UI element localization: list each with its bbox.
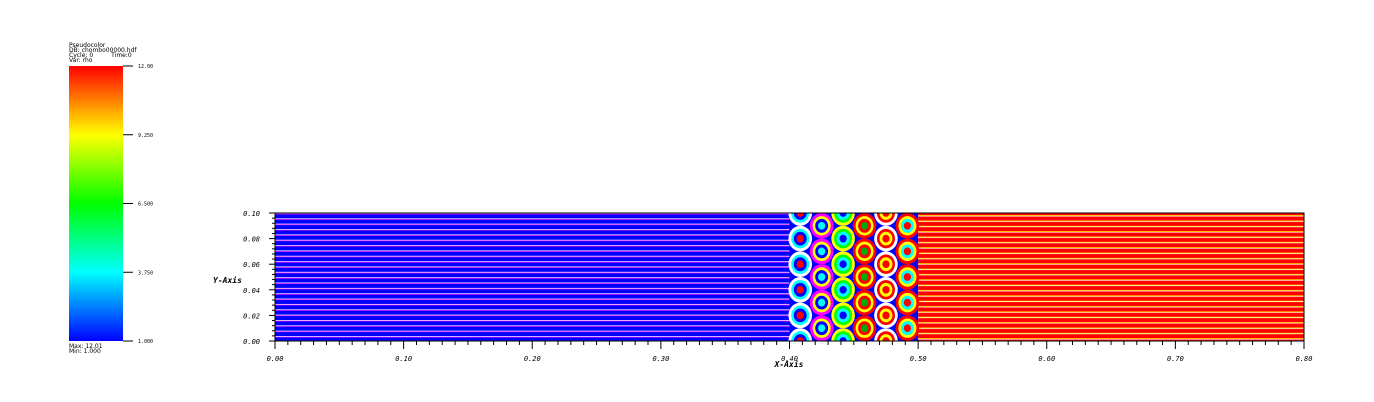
y-tick-label: 0.04 [243, 287, 260, 295]
x-tick-label: 0.00 [267, 355, 284, 363]
perturbation-blob-core [818, 221, 826, 230]
perturbation-blob-core [882, 311, 890, 320]
perturbation-blob-core [903, 324, 912, 333]
perturbation-blob-core [903, 221, 912, 230]
perturbation-blob-core [882, 260, 890, 269]
perturbation-blob-core [796, 337, 804, 341]
perturbation-blob-core [796, 311, 804, 320]
perturbation-blob-core [818, 298, 826, 307]
perturbation-blob-ring [856, 344, 874, 363]
perturbation-blob-core [860, 247, 869, 256]
legend-db-line: DB: chombo00000.hdf [69, 47, 137, 54]
colorbar-tick-label: 3.750 [138, 270, 153, 276]
perturbation-blob-core [796, 285, 804, 294]
x-tick-label: 0.10 [395, 355, 412, 363]
high-density-region [918, 213, 1304, 341]
x-tick-label: 0.70 [1167, 355, 1184, 363]
perturbation-blob-core [818, 324, 826, 333]
colorbar-ticks: 12.00 9.250 6.500 3.750 1.000 [123, 64, 153, 345]
perturbation-blob-core [839, 311, 847, 320]
low-density-region [275, 213, 790, 341]
legend-var-line: Var: rho [69, 57, 93, 64]
y-tick-label: 0.06 [243, 261, 260, 269]
perturbation-blob-core [818, 247, 826, 256]
perturbation-blob-core [882, 234, 890, 243]
perturbation-blob-core [839, 337, 847, 341]
legend-cycle-value: 0 [89, 52, 94, 59]
perturbation-region [788, 213, 920, 367]
legend-var-name: rho [82, 57, 93, 64]
perturbation-blob-core [860, 324, 869, 333]
x-axis-label: X-Axis [774, 359, 804, 369]
perturbation-blob-core [796, 234, 804, 243]
perturbation-blob-core [818, 350, 825, 358]
legend-plot-label: Pseudocolor [69, 42, 106, 49]
colorbar-tick-label: 6.500 [138, 202, 153, 208]
colorbar-tick-label: 9.250 [138, 133, 153, 139]
y-tick-label: 0.02 [243, 312, 260, 320]
x-tick-label: 0.40 [781, 355, 798, 363]
x-tick-label: 0.30 [652, 355, 669, 363]
perturbation-blob-core [860, 273, 869, 281]
perturbation-blob-core [882, 285, 890, 294]
y-axis-ticks: 0.00 0.02 0.04 0.06 0.08 0.10 [243, 210, 275, 346]
perturbation-blob-core [882, 213, 890, 217]
perturbation-blob-core [903, 298, 912, 307]
perturbation-blob-outer [853, 341, 877, 367]
perturbation-blob-core [839, 234, 847, 243]
perturbation-blob-core [839, 285, 847, 294]
perturbation-blob-core [860, 298, 869, 307]
y-tick-label: 0.00 [243, 338, 260, 346]
legend-max-value: 12.01 [85, 343, 103, 350]
y-axis-label: Y-Axis [213, 275, 242, 285]
legend-cycle-line: Cycle: 0 Time:0 [69, 52, 132, 59]
perturbation-blob-outer [810, 341, 834, 367]
perturbation-blob-core [839, 260, 847, 269]
perturbation-blob-core [839, 213, 847, 217]
x-tick-label: 0.50 [910, 355, 927, 363]
legend-db-file: chombo00000.hdf [81, 47, 137, 54]
x-axis-ticks: 0.00 0.10 0.20 0.30 0.40 0.50 0.60 0.70 0.80 [267, 341, 1313, 363]
y-tick-label: 0.08 [243, 236, 260, 244]
perturbation-blob-core [796, 213, 804, 217]
colorbar-tick-label: 12.00 [138, 64, 153, 70]
perturbation-blob-inner [815, 347, 828, 361]
colorbar [69, 66, 123, 341]
perturbation-blob-core [882, 337, 890, 341]
legend-min-value: 1.000 [83, 348, 101, 355]
plot-field [275, 213, 1304, 367]
x-tick-label: 0.20 [524, 355, 541, 363]
perturbation-blob-core [796, 260, 804, 269]
legend-min-line: Min: 1.000 [69, 348, 101, 355]
perturbation-blob-core [818, 273, 826, 281]
perturbation-blob-ring [813, 344, 831, 363]
x-tick-label: 0.80 [1296, 355, 1313, 363]
legend-max-line: Max: 12.01 [69, 343, 103, 350]
x-tick-label: 0.60 [1038, 355, 1055, 363]
y-tick-label: 0.10 [243, 210, 260, 218]
perturbation-blob-core [860, 221, 869, 230]
perturbation-blob-core [861, 350, 868, 358]
perturbation-blob-core [903, 247, 912, 256]
perturbation-blob-inner [858, 347, 871, 361]
colorbar-tick-label: 1.000 [138, 339, 153, 345]
perturbation-blob-core [903, 273, 912, 281]
legend-time-value: 0 [127, 52, 132, 59]
